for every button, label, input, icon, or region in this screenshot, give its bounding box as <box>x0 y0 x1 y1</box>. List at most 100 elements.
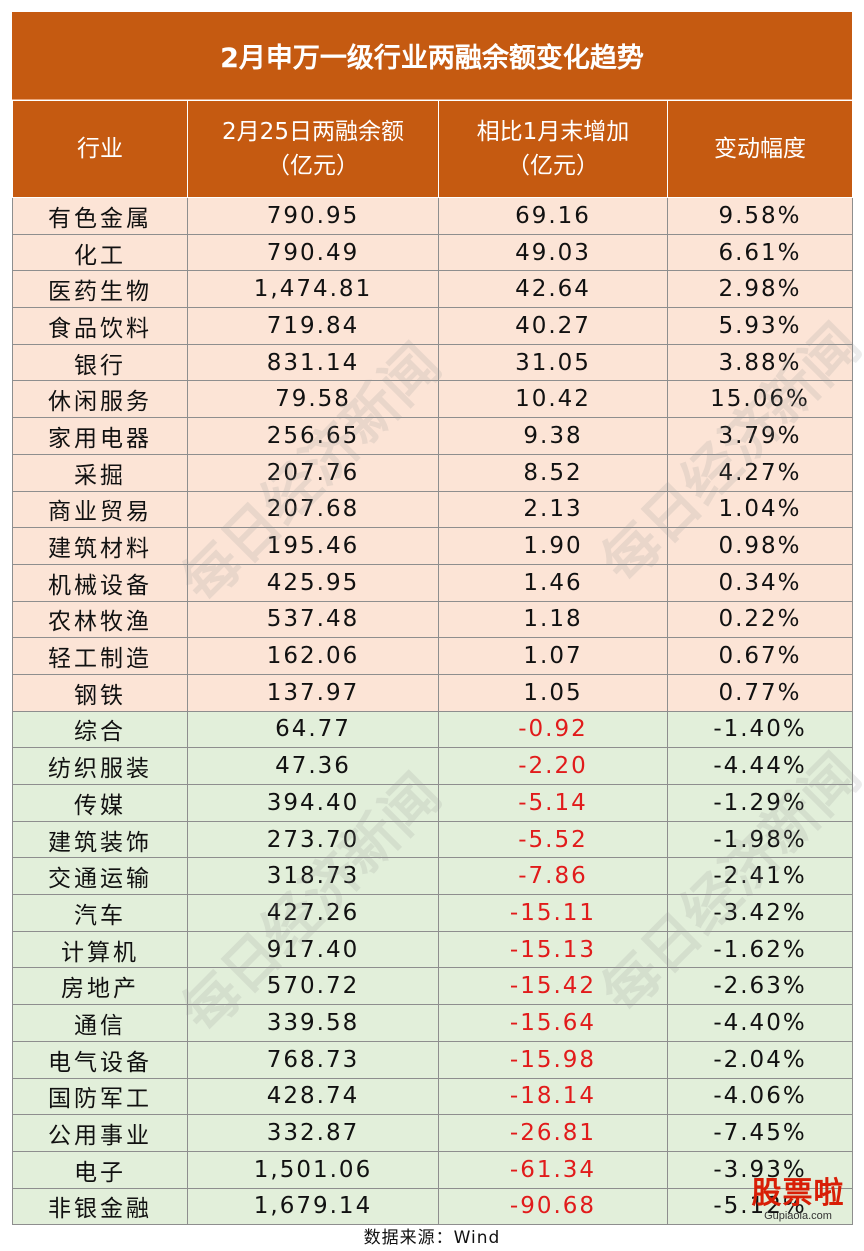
header-increase: 相比1月末增加 （亿元） <box>438 100 668 198</box>
change-cell: -3.93% <box>667 1150 853 1189</box>
balance-cell: 1,501.06 <box>187 1150 439 1189</box>
change-cell: -5.12% <box>667 1187 853 1226</box>
change-cell: -1.62% <box>667 930 853 969</box>
table-row: 休闲服务 79.58 10.42 15.06% <box>12 380 853 419</box>
balance-cell: 1,474.81 <box>187 270 439 309</box>
industry-cell: 建筑装饰 <box>12 820 188 859</box>
data-table: 行业 2月25日两融余额 （亿元） 相比1月末增加 （亿元） 变动幅度 有色金属… <box>12 100 853 1226</box>
industry-cell: 钢铁 <box>12 673 188 712</box>
change-cell: -7.45% <box>667 1114 853 1152</box>
balance-cell: 64.77 <box>187 710 439 749</box>
increase-cell: 40.27 <box>438 307 668 345</box>
table-row: 公用事业 332.87 -26.81 -7.45% <box>12 1114 853 1152</box>
industry-cell: 电子 <box>12 1150 188 1189</box>
table-row: 食品饮料 719.84 40.27 5.93% <box>12 307 853 345</box>
industry-cell: 食品饮料 <box>12 307 188 345</box>
increase-cell: -0.92 <box>438 710 668 749</box>
table-row: 汽车 427.26 -15.11 -3.42% <box>12 894 853 932</box>
balance-cell: 79.58 <box>187 380 439 419</box>
change-cell: 3.88% <box>667 343 853 382</box>
header-increase-line1: 相比1月末增加 <box>476 119 630 145</box>
table-row: 钢铁 137.97 1.05 0.77% <box>12 673 853 712</box>
table-body: 有色金属 790.95 69.16 9.58% 化工 790.49 49.03 6.61% 医药… <box>12 197 853 1226</box>
industry-cell: 纺织服装 <box>12 747 188 785</box>
increase-cell: -5.14 <box>438 784 668 822</box>
balance-cell: 831.14 <box>187 343 439 382</box>
balance-cell: 790.49 <box>187 233 439 272</box>
increase-cell: 1.90 <box>438 527 668 565</box>
change-cell: 0.22% <box>667 600 853 639</box>
balance-cell: 570.72 <box>187 967 439 1006</box>
table-row: 通信 339.58 -15.64 -4.40% <box>12 1004 853 1042</box>
industry-cell: 通信 <box>12 1004 188 1042</box>
change-cell: 0.77% <box>667 673 853 712</box>
table-row: 综合 64.77 -0.92 -1.40% <box>12 710 853 749</box>
industry-cell: 农林牧渔 <box>12 600 188 639</box>
balance-cell: 917.40 <box>187 930 439 969</box>
increase-cell: 31.05 <box>438 343 668 382</box>
increase-cell: 8.52 <box>438 453 668 492</box>
increase-cell: 9.38 <box>438 417 668 455</box>
increase-cell: -15.13 <box>438 930 668 969</box>
balance-cell: 427.26 <box>187 894 439 932</box>
change-cell: 3.79% <box>667 417 853 455</box>
change-cell: 9.58% <box>667 197 853 235</box>
increase-cell: -2.20 <box>438 747 668 785</box>
increase-cell: -15.42 <box>438 967 668 1006</box>
table-row: 轻工制造 162.06 1.07 0.67% <box>12 637 853 675</box>
header-row: 行业 2月25日两融余额 （亿元） 相比1月末增加 （亿元） 变动幅度 <box>12 100 853 198</box>
industry-cell: 非银金融 <box>12 1187 188 1226</box>
industry-cell: 轻工制造 <box>12 637 188 675</box>
table-row: 电气设备 768.73 -15.98 -2.04% <box>12 1040 853 1079</box>
table-row: 建筑材料 195.46 1.90 0.98% <box>12 527 853 565</box>
table-row: 农林牧渔 537.48 1.18 0.22% <box>12 600 853 639</box>
source-note: 数据来源：Wind <box>363 1228 501 1249</box>
change-cell: 2.98% <box>667 270 853 309</box>
increase-cell: -15.98 <box>438 1040 668 1079</box>
increase-cell: 1.07 <box>438 637 668 675</box>
table-row: 建筑装饰 273.70 -5.52 -1.98% <box>12 820 853 859</box>
balance-cell: 332.87 <box>187 1114 439 1152</box>
increase-cell: -26.81 <box>438 1114 668 1152</box>
header-industry: 行业 <box>12 100 188 198</box>
increase-cell: 1.18 <box>438 600 668 639</box>
increase-cell: -90.68 <box>438 1187 668 1226</box>
header-balance-line1: 2月25日两融余额 <box>222 119 404 145</box>
change-cell: -1.40% <box>667 710 853 749</box>
change-cell: -1.29% <box>667 784 853 822</box>
increase-cell: -7.86 <box>438 857 668 896</box>
industry-cell: 有色金属 <box>12 197 188 235</box>
increase-cell: -15.11 <box>438 894 668 932</box>
change-cell: -4.44% <box>667 747 853 785</box>
industry-cell: 家用电器 <box>12 417 188 455</box>
industry-cell: 电气设备 <box>12 1040 188 1079</box>
change-cell: -1.98% <box>667 820 853 859</box>
increase-cell: -61.34 <box>438 1150 668 1189</box>
industry-cell: 建筑材料 <box>12 527 188 565</box>
balance-cell: 394.40 <box>187 784 439 822</box>
balance-cell: 339.58 <box>187 1004 439 1042</box>
industry-cell: 综合 <box>12 710 188 749</box>
balance-cell: 162.06 <box>187 637 439 675</box>
balance-cell: 537.48 <box>187 600 439 639</box>
industry-cell: 采掘 <box>12 453 188 492</box>
change-cell: 6.61% <box>667 233 853 272</box>
increase-cell: 2.13 <box>438 490 668 529</box>
table-row: 家用电器 256.65 9.38 3.79% <box>12 417 853 455</box>
table-row: 商业贸易 207.68 2.13 1.04% <box>12 490 853 529</box>
change-cell: 0.98% <box>667 527 853 565</box>
header-increase-unit: （亿元） <box>507 153 599 179</box>
logo-text: 股票啦 <box>751 1176 845 1211</box>
table-row: 化工 790.49 49.03 6.61% <box>12 233 853 272</box>
change-cell: -4.40% <box>667 1004 853 1042</box>
increase-cell: 42.64 <box>438 270 668 309</box>
table-row: 医药生物 1,474.81 42.64 2.98% <box>12 270 853 309</box>
logo-url: Gupiaola.com <box>764 1210 832 1222</box>
table-row: 非银金融 1,679.14 -90.68 -5.12% <box>12 1187 853 1226</box>
industry-cell: 汽车 <box>12 894 188 932</box>
change-cell: 0.67% <box>667 637 853 675</box>
table-row: 计算机 917.40 -15.13 -1.62% <box>12 930 853 969</box>
change-cell: 0.34% <box>667 563 853 602</box>
balance-cell: 768.73 <box>187 1040 439 1079</box>
industry-cell: 商业贸易 <box>12 490 188 529</box>
